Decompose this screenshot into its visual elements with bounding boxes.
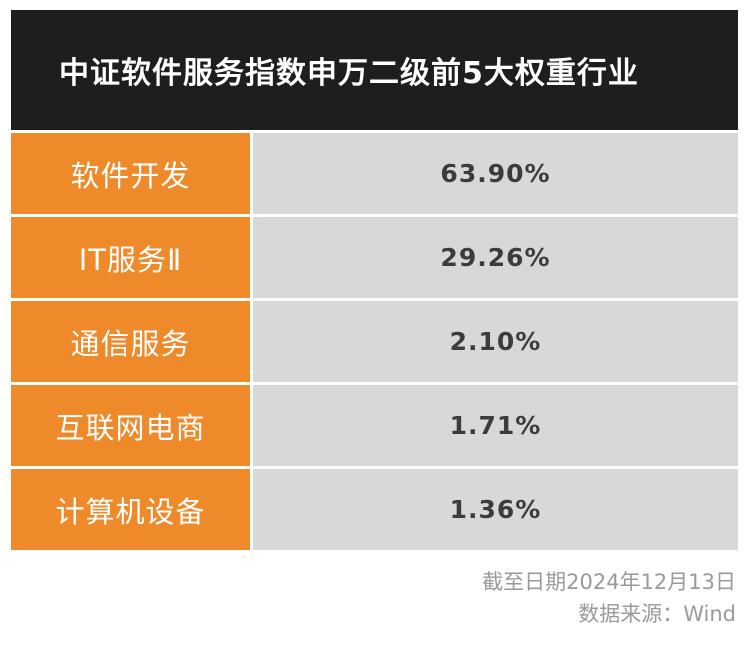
- date-note: 截至日期2024年12月13日: [482, 570, 736, 594]
- table-row: IT服务Ⅱ 29.26%: [11, 217, 738, 298]
- weight-value: 63.90%: [440, 159, 551, 188]
- industry-weight-table: 中证软件服务指数申万二级前5大权重行业 软件开发 63.90% IT服务Ⅱ 29.26…: [11, 10, 738, 550]
- footer-notes: 截至日期2024年12月13日 数据来源：Wind: [482, 566, 736, 630]
- weight-value: 29.26%: [440, 243, 551, 272]
- industry-label: IT服务Ⅱ: [11, 217, 250, 298]
- industry-label: 通信服务: [11, 301, 250, 382]
- industry-label: 计算机设备: [11, 469, 250, 550]
- weight-value-cell: 1.36%: [253, 469, 738, 550]
- weight-value-cell: 2.10%: [253, 301, 738, 382]
- data-source: 数据来源：Wind: [578, 602, 736, 626]
- industry-label: 互联网电商: [11, 385, 250, 466]
- weight-value-cell: 1.71%: [253, 385, 738, 466]
- table-row: 计算机设备 1.36%: [11, 469, 738, 550]
- table-body: 软件开发 63.90% IT服务Ⅱ 29.26% 通信服务 2.10% 互联网电商 1.71%…: [11, 133, 738, 550]
- table-row: 互联网电商 1.71%: [11, 385, 738, 466]
- table-row: 通信服务 2.10%: [11, 301, 738, 382]
- weight-value-cell: 29.26%: [253, 217, 738, 298]
- weight-value-cell: 63.90%: [253, 133, 738, 214]
- industry-label: 软件开发: [11, 133, 250, 214]
- weight-value: 1.36%: [449, 495, 542, 524]
- weight-value: 2.10%: [449, 327, 542, 356]
- table-title: 中证软件服务指数申万二级前5大权重行业: [11, 10, 738, 130]
- table-row: 软件开发 63.90%: [11, 133, 738, 214]
- weight-value: 1.71%: [449, 411, 542, 440]
